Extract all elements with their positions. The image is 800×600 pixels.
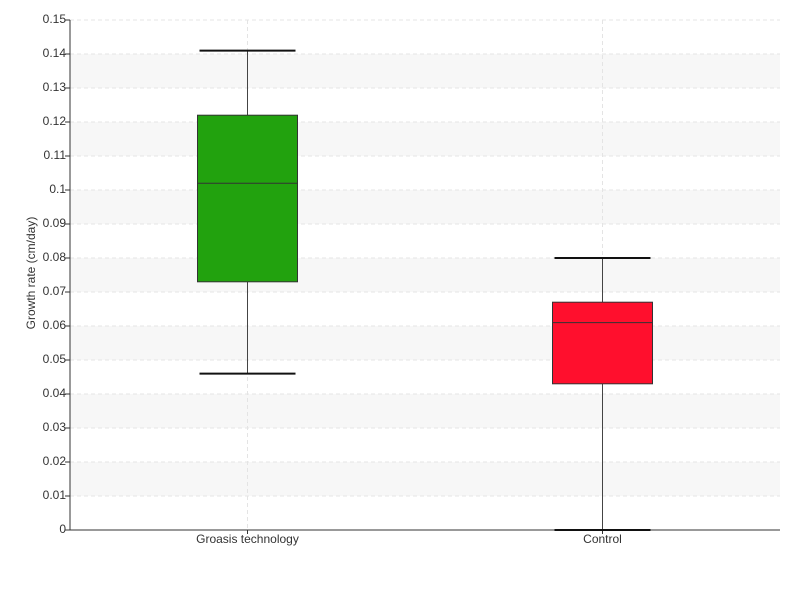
y-axis-label: Growth rate (cm/day)	[24, 217, 38, 330]
grid-band	[70, 190, 780, 224]
y-tick-label: 0.06	[43, 318, 67, 332]
y-tick-label: 0.08	[43, 250, 67, 264]
grid-band	[70, 326, 780, 360]
box	[197, 114, 298, 283]
y-tick-label: 0.03	[43, 420, 67, 434]
grid-band	[70, 394, 780, 428]
x-tick-label: Groasis technology	[196, 532, 299, 546]
grid-band	[70, 462, 780, 496]
grid-band	[70, 122, 780, 156]
box	[552, 301, 653, 385]
y-tick-label: 0.01	[43, 488, 67, 502]
y-tick-label: 0.15	[43, 12, 67, 26]
y-tick-label: 0.07	[43, 284, 67, 298]
y-tick-label: 0.13	[43, 80, 67, 94]
grid-band	[70, 258, 780, 292]
y-tick-label: 0.02	[43, 454, 67, 468]
x-tick-label: Control	[583, 532, 622, 546]
grid-band	[70, 54, 780, 88]
y-tick-label: 0.05	[43, 352, 67, 366]
y-tick-label: 0	[59, 522, 66, 536]
y-tick-label: 0.09	[43, 216, 67, 230]
y-tick-label: 0.04	[43, 386, 67, 400]
y-tick-label: 0.14	[43, 46, 67, 60]
y-tick-label: 0.12	[43, 114, 67, 128]
y-tick-label: 0.1	[49, 182, 66, 196]
y-tick-label: 0.11	[44, 148, 67, 162]
